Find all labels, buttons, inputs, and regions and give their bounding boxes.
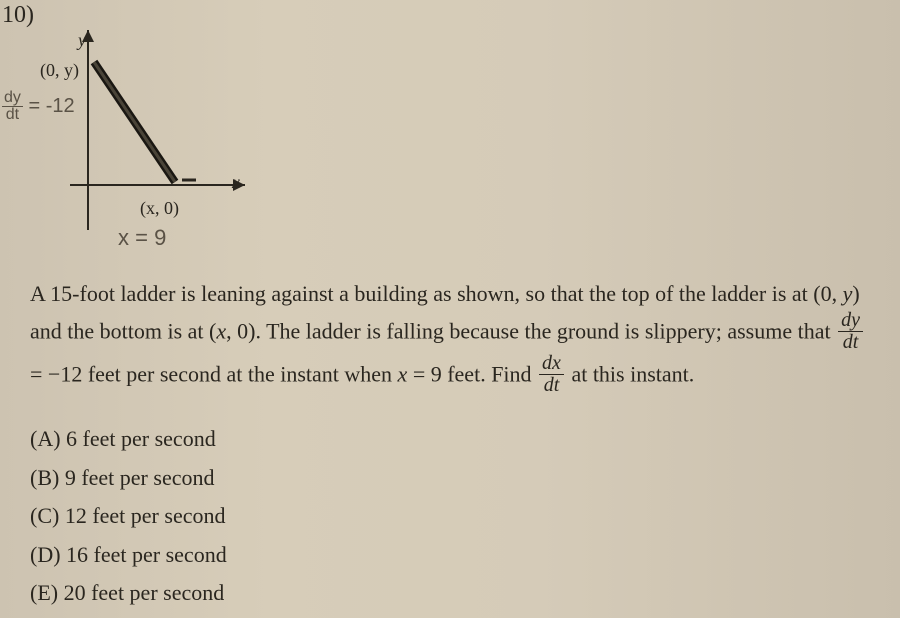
answer-choices: (A) 6 feet per second (B) 9 feet per sec… xyxy=(30,420,227,613)
hw-dydt-eq: = -12 xyxy=(28,95,74,117)
hw-dydt-num: dy xyxy=(2,90,23,107)
t1a: A 15-foot ladder is leaning against a bu… xyxy=(30,281,843,306)
point-bottom-label: (x, 0) xyxy=(140,198,179,219)
ladder-highlight xyxy=(94,62,175,182)
f1d: dt xyxy=(838,332,863,353)
t3d: at this instant. xyxy=(566,362,694,387)
t1b: y xyxy=(843,281,853,306)
choice-d[interactable]: (D) 16 feet per second xyxy=(30,536,227,575)
choice-c[interactable]: (C) 12 feet per second xyxy=(30,497,227,536)
t2d: = −12 feet per xyxy=(30,362,154,387)
f2d: dt xyxy=(539,375,564,396)
t3a: second at the instant when xyxy=(160,362,398,387)
choice-a[interactable]: (A) 6 feet per second xyxy=(30,420,227,459)
y-axis-arrow xyxy=(82,30,94,42)
page: 10) y (0, y) dy dt = -12 (x, 0) x x = 9 xyxy=(0,0,900,618)
handwritten-dydt: dy dt = -12 xyxy=(2,90,75,123)
t2b: x xyxy=(216,319,226,344)
choice-b[interactable]: (B) 9 feet per second xyxy=(30,459,227,498)
hw-dydt-den: dt xyxy=(2,107,23,123)
t3c: = 9 feet. Find xyxy=(407,362,537,387)
f1n: dy xyxy=(838,310,863,332)
t2a: bottom is at ( xyxy=(100,319,217,344)
problem-text: A 15-foot ladder is leaning against a bu… xyxy=(30,275,880,398)
question-number: 10) xyxy=(2,2,34,29)
t3b: x xyxy=(398,362,408,387)
x-axis-label: x xyxy=(232,172,240,193)
choice-e[interactable]: (E) 20 feet per second xyxy=(30,574,227,613)
handwritten-x-eq: x = 9 xyxy=(118,225,166,251)
f2n: dx xyxy=(539,353,564,375)
t2c: , 0). The ladder is falling because the … xyxy=(226,319,836,344)
